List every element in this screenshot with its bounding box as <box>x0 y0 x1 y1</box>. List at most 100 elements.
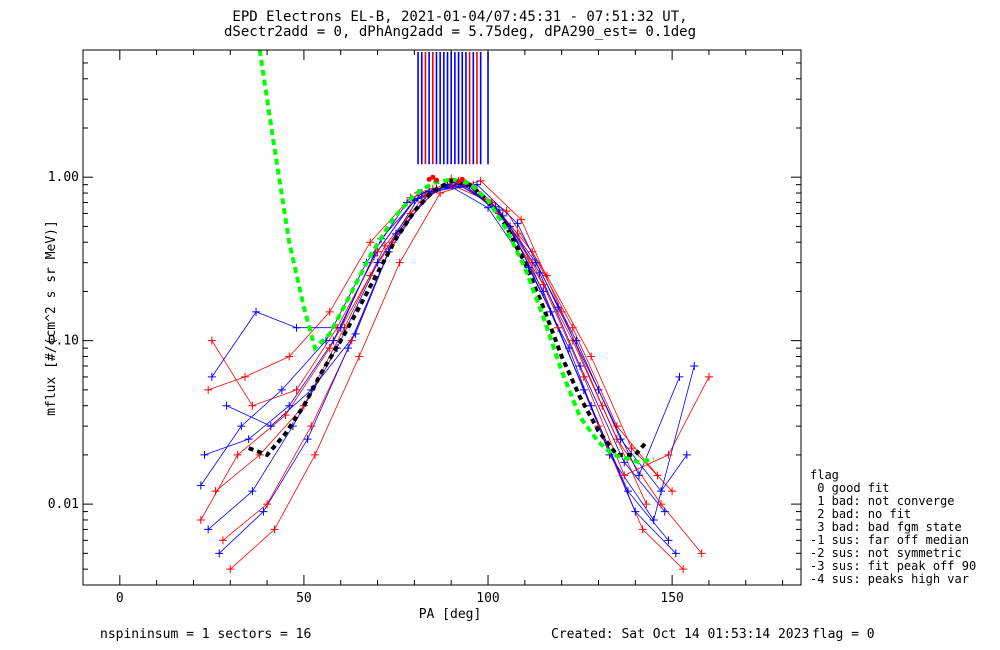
data-point-red <box>679 565 688 574</box>
data-point-blue <box>414 194 423 203</box>
data-point-red <box>436 189 445 198</box>
fit-curve-black <box>248 178 648 458</box>
series-line-red <box>211 180 710 476</box>
data-point-blue <box>204 525 213 534</box>
data-point-red <box>241 372 250 381</box>
data-point-blue <box>329 336 338 345</box>
data-point-red <box>517 215 526 224</box>
data-point-blue <box>244 435 253 444</box>
series-line-blue <box>204 181 688 492</box>
data-point-red <box>395 258 404 267</box>
data-point-red <box>347 336 356 345</box>
data-point-blue <box>266 422 275 431</box>
chart-title-line1: EPD Electrons EL-B, 2021-01-04/07:45:31 … <box>232 9 688 25</box>
footer-flag: flag = 0 <box>812 627 875 642</box>
data-point-blue <box>285 401 294 410</box>
data-point-blue <box>506 222 515 231</box>
data-point-blue <box>237 422 246 431</box>
data-point-red <box>355 352 364 361</box>
data-point-red <box>281 411 290 420</box>
data-point-red <box>310 450 319 459</box>
footer-created: Created: Sat Oct 14 01:53:14 2023 <box>551 627 810 642</box>
chart-title-line2: dSectr2add = 0, dPhAng2add = 5.75deg, dP… <box>223 24 696 40</box>
data-point-red <box>204 385 213 394</box>
data-point-red <box>366 271 375 280</box>
data-point-blue <box>576 361 585 370</box>
fit-curve-green <box>257 50 655 465</box>
data-point-blue <box>259 507 268 516</box>
data-point-red <box>653 471 662 480</box>
data-point-blue <box>539 287 548 296</box>
data-point-blue <box>531 258 540 267</box>
data-point-red <box>579 372 588 381</box>
y-tick-label: 0.01 <box>48 497 79 512</box>
series-line-blue <box>211 182 669 541</box>
legend-item: 0 good fit <box>810 481 890 495</box>
x-tick-label: 0 <box>116 591 124 606</box>
data-point-red <box>627 444 636 453</box>
data-point-blue <box>535 268 544 277</box>
peak-point-red <box>433 177 439 183</box>
footer-spin-info: nspininsum = 1 sectors = 16 <box>100 627 312 642</box>
data-point-blue <box>690 361 699 370</box>
data-point-blue <box>277 385 286 394</box>
data-point-red <box>476 176 485 185</box>
fit-curves <box>248 50 655 465</box>
data-point-blue <box>675 372 684 381</box>
series-line-red <box>222 184 684 570</box>
data-point-red <box>513 229 522 238</box>
x-tick-label: 150 <box>660 591 683 606</box>
data-point-red <box>638 525 647 534</box>
data-point-red <box>642 500 651 509</box>
data-point-red <box>211 487 220 496</box>
data-point-red <box>587 352 596 361</box>
plot-frame <box>82 49 802 586</box>
flag-legend: flag 0 good fit 1 bad: not converge 2 ba… <box>810 469 976 586</box>
data-point-red <box>553 323 562 332</box>
data-point-red <box>366 238 375 247</box>
legend-title: flag <box>810 468 839 482</box>
data-point-red <box>598 401 607 410</box>
data-point-blue <box>222 401 231 410</box>
data-point-red <box>502 207 511 216</box>
y-tick-label: 1.00 <box>48 170 79 185</box>
data-point-red <box>557 307 566 316</box>
data-point-red <box>292 385 301 394</box>
data-point-red <box>380 241 389 250</box>
data-point-blue <box>634 471 643 480</box>
data-point-blue <box>594 385 603 394</box>
data-point-red <box>657 500 666 509</box>
data-point-red <box>233 450 242 459</box>
data-point-blue <box>565 344 574 353</box>
data-point-red <box>226 565 235 574</box>
data-point-red <box>196 515 205 524</box>
data-point-blue <box>616 435 625 444</box>
data-point-blue <box>649 515 658 524</box>
x-axis-label: PA [deg] <box>419 607 482 622</box>
data-point-blue <box>513 219 522 228</box>
data-point-red <box>270 525 279 534</box>
data-point-red <box>612 422 621 431</box>
data-point-blue <box>631 507 640 516</box>
data-point-red <box>528 247 537 256</box>
legend-item: 2 bad: no fit <box>810 507 912 521</box>
data-point-blue <box>553 303 562 312</box>
y-tick-label: 0.10 <box>48 334 79 349</box>
data-point-red <box>263 500 272 509</box>
data-point-blue <box>303 435 312 444</box>
data-point-blue <box>623 487 632 496</box>
data-point-red <box>664 450 673 459</box>
data-point-blue <box>657 487 666 496</box>
peak-point-red <box>456 179 462 185</box>
data-point-red <box>373 247 382 256</box>
legend-item: 1 bad: not converge <box>810 494 955 508</box>
data-point-blue <box>373 258 382 267</box>
data-point-red <box>325 344 334 353</box>
data-point-blue <box>200 450 209 459</box>
data-point-red <box>620 471 629 480</box>
data-point-red <box>207 336 216 345</box>
axis-ticks: 0 50 100 150 0.01 0.10 1.00 <box>48 49 801 606</box>
data-point-blue <box>587 401 596 410</box>
data-point-red <box>704 372 713 381</box>
data-point-blue <box>671 549 680 558</box>
